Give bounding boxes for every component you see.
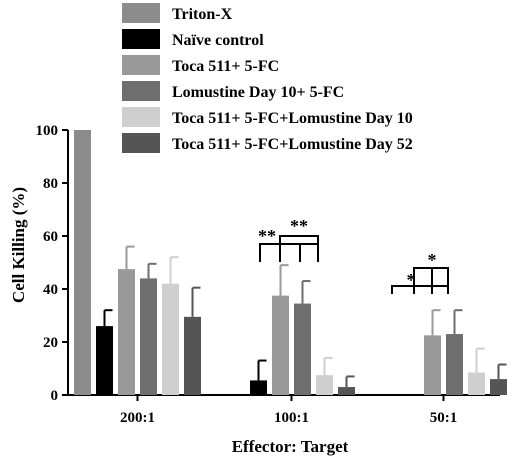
legend-label: Naïve control xyxy=(172,32,264,49)
x-tick-label: 50:1 xyxy=(430,410,458,426)
legend-label: Toca 511+ 5-FC+Lomustine Day 52 xyxy=(172,136,413,153)
significance-label: * xyxy=(407,270,416,290)
bar xyxy=(96,326,113,395)
significance-bracket xyxy=(279,235,319,262)
bar xyxy=(490,379,507,395)
significance-bracket xyxy=(391,285,449,294)
legend-swatch xyxy=(122,29,160,49)
significance-label: * xyxy=(428,250,437,270)
bar xyxy=(74,130,91,395)
x-axis-title: Effector: Target xyxy=(232,437,349,456)
y-tick-label: 80 xyxy=(43,176,58,192)
bar xyxy=(118,269,135,395)
bar xyxy=(184,316,201,395)
x-tick-label: 100:1 xyxy=(274,410,309,426)
legend-swatch xyxy=(122,3,160,23)
bar xyxy=(316,375,333,395)
bar xyxy=(446,334,463,395)
bar xyxy=(250,380,267,395)
bar xyxy=(140,278,157,395)
legend-swatch xyxy=(122,107,160,127)
bar xyxy=(272,295,289,395)
legend: Triton-X Naïve control Toca 511+ 5-FC Lomus… xyxy=(122,3,413,153)
bar xyxy=(162,283,179,395)
legend-swatch xyxy=(122,81,160,101)
legend-label: Triton-X xyxy=(172,6,233,23)
legend-swatch xyxy=(122,133,160,153)
y-tick-label: 20 xyxy=(43,335,58,351)
y-tick-label: 0 xyxy=(51,388,59,404)
y-axis-title: Cell Killing (%) xyxy=(9,187,28,303)
legend-label: Lomustine Day 10+ 5-FC xyxy=(172,84,344,101)
significance-label: ** xyxy=(290,216,308,236)
significance-label: ** xyxy=(258,226,276,246)
bar xyxy=(338,387,355,395)
legend-label: Toca 511+ 5-FC+Lomustine Day 10 xyxy=(172,110,413,127)
y-tick-label: 40 xyxy=(43,282,58,298)
legend-swatch xyxy=(122,55,160,75)
x-tick-label: 200:1 xyxy=(120,410,155,426)
y-tick-label: 100 xyxy=(36,123,59,139)
y-tick-label: 60 xyxy=(43,229,58,245)
bar xyxy=(424,335,441,395)
legend-label: Toca 511+ 5-FC xyxy=(172,58,279,75)
bar xyxy=(468,372,485,395)
bar xyxy=(294,303,311,395)
